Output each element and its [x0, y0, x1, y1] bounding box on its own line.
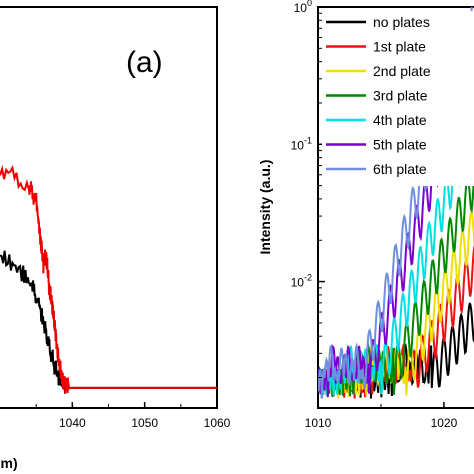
x-tick-label-a: 1050 — [131, 416, 158, 430]
y-tick-label-b: 100 — [294, 0, 312, 15]
x-tick-label-b: 1010 — [305, 416, 332, 430]
x-tick-label-a: 1040 — [59, 416, 86, 430]
x-axis-a: 1040 1050 1060 — [35, 402, 231, 430]
legend-label: 3rd plate — [373, 88, 428, 104]
plot-area-a — [0, 164, 217, 394]
legend-label: 2nd plate — [373, 63, 431, 79]
x-axis-b: 1010 1020 — [305, 402, 458, 430]
chart-panel-a: (a) 1040 1050 1060 um) — [0, 6, 231, 471]
x-tick-label-a: 1060 — [204, 416, 231, 430]
series-line-a1 — [0, 164, 217, 394]
legend-label: 5th plate — [373, 137, 427, 153]
x-tick-label-b: 1020 — [431, 416, 458, 430]
y-axis-label: Intensity (a.u.) — [257, 160, 273, 255]
legend-label: 6th plate — [373, 161, 427, 177]
y-axis-b: 100 10-1 10-2 — [291, 0, 325, 379]
y-tick-label-b: 10-2 — [291, 273, 312, 290]
panel-label: (a) — [126, 46, 163, 79]
plot-frame-a — [0, 6, 218, 409]
x-axis-label: um) — [0, 455, 18, 471]
legend-box — [322, 11, 474, 186]
chart-panel-b: 1010 1020 100 10-1 10-2 Intensity (a.u.) no… — [257, 0, 474, 430]
legend: no plates 1st plate 2nd plate 3rd plate 4th … — [322, 11, 474, 186]
legend-label: 4th plate — [373, 112, 427, 128]
legend-label: 1st plate — [373, 39, 426, 55]
y-tick-label-b: 10-1 — [291, 135, 312, 152]
series-line-b3 — [318, 162, 474, 399]
legend-label: no plates — [373, 14, 430, 30]
